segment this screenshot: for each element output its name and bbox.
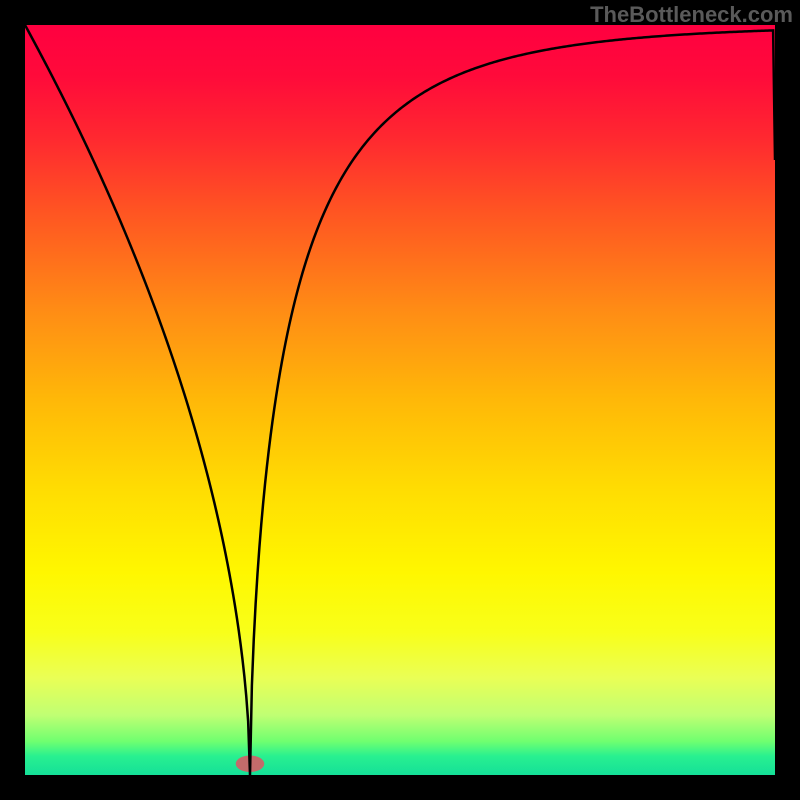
watermark-text: TheBottleneck.com (590, 2, 793, 27)
chart-canvas: TheBottleneck.com (0, 0, 800, 800)
chart-background (25, 25, 775, 775)
